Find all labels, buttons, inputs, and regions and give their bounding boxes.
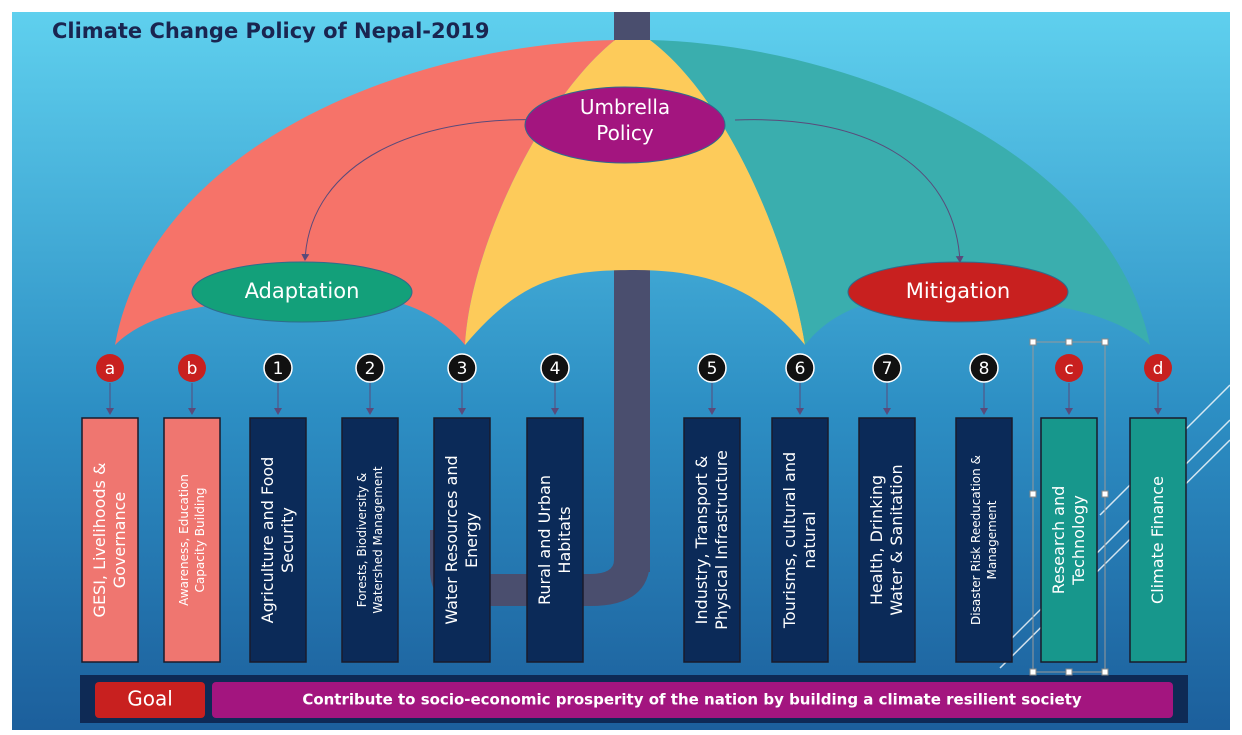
policy-text: GESI, Livelihoods &Governance [90,463,129,618]
mitigation-label: Mitigation [906,279,1010,303]
policy-line: Agriculture and Food [258,457,277,624]
arrow [734,119,964,263]
policy-line: Health, Drinking [867,475,886,605]
marker-label: 8 [979,359,990,379]
policy-box [771,417,829,663]
marker-label: d [1153,359,1164,379]
policy-line: Security [278,507,297,573]
policy-box [433,417,491,663]
arrow [301,119,546,261]
policy-line: Industry, Transport & [692,456,711,625]
goal-bar [80,675,1188,723]
marker [178,354,206,382]
mitigation-node [847,261,1069,323]
policy-box [526,417,584,663]
policy-line: Rural and Urban [535,475,554,605]
policy-line: Governance [110,492,129,589]
goal-label: Goal [127,687,173,711]
marker-label: 2 [365,359,376,379]
umbrella-node [524,86,726,164]
policy-line: Water Resources and [442,455,461,624]
selection-handles [1029,338,1109,676]
umbrella-line: Umbrella [580,95,670,119]
policy-line: Water & Sanitation [887,464,906,615]
policy-line: Tourisms, cultural and [780,452,799,629]
policy-line: Technology [1069,495,1088,586]
policy-line: GESI, Livelihoods & [90,463,109,618]
marker-label: 3 [457,359,468,379]
policy-text: Rural and UrbanHabitats [535,475,574,605]
marker-label: a [105,359,115,379]
policy-box [858,417,916,663]
policy-text: Research andTechnology [1049,486,1088,595]
policy-line: Energy [462,512,481,568]
policy-line: Research and [1049,486,1068,595]
adaptation-label: Adaptation [245,279,360,303]
marker [1144,354,1172,382]
policy-text: Climate Finance [1148,476,1167,604]
marker [355,353,385,383]
policy-box [1129,417,1187,663]
marker-label: 4 [550,359,561,379]
marker-label: c [1064,359,1073,379]
policy-text: Awareness, Education Capacity Building [177,474,207,606]
policy-line: natural [800,511,819,568]
policy-line: Management [985,500,999,579]
umbrella-label: Umbrella Policy [580,95,670,145]
marker [540,353,570,383]
policy-line: Awareness, Education [177,474,191,606]
marker [1055,354,1083,382]
policy-line: Habitats [555,506,574,573]
policy-text: Disaster Risk Reeducation & Management [969,455,999,625]
marker-label: b [187,359,198,379]
policy-text: Health, DrinkingWater & Sanitation [867,464,906,615]
marker [969,353,999,383]
policy-box [955,417,1013,663]
policy-box [1040,417,1098,663]
policy-line: Watershed Management [371,466,385,613]
policy-text: Water Resources andEnergy [442,455,481,624]
policy-box [341,417,399,663]
policy-line: Disaster Risk Reeducation & [969,455,983,625]
marker-label: 5 [707,359,718,379]
policy-box [81,417,139,663]
policy-box [683,417,741,663]
marker-label: 7 [882,359,893,379]
policy-line: Climate Finance [1148,476,1167,604]
items: a GESI, Livelihoods &Governance b Awareness… [81,353,1187,663]
policy-line: Physical Infrastructure [712,450,731,630]
marker [447,353,477,383]
marker [697,353,727,383]
adaptation-node [191,261,413,323]
marker [872,353,902,383]
marker-label: 1 [273,359,284,379]
policy-box [249,417,307,663]
policy-text: Tourisms, cultural andnatural [780,452,819,629]
policy-line: Forests, Biodiversity & [355,473,369,608]
policy-line: Capacity Building [193,488,207,593]
policy-text: Agriculture and FoodSecurity [258,457,297,624]
goal-text: Contribute to socio-economic prosperity … [302,691,1082,709]
umbrella-line: Policy [596,121,654,145]
marker-label: 6 [795,359,806,379]
marker [785,353,815,383]
title: Climate Change Policy of Nepal-2019 [52,19,489,43]
policy-text: Forests, Biodiversity & Watershed Managem… [355,466,385,613]
marker [96,354,124,382]
policy-text: Industry, Transport &Physical Infrastruc… [692,450,731,630]
marker [263,353,293,383]
policy-box [163,417,221,663]
